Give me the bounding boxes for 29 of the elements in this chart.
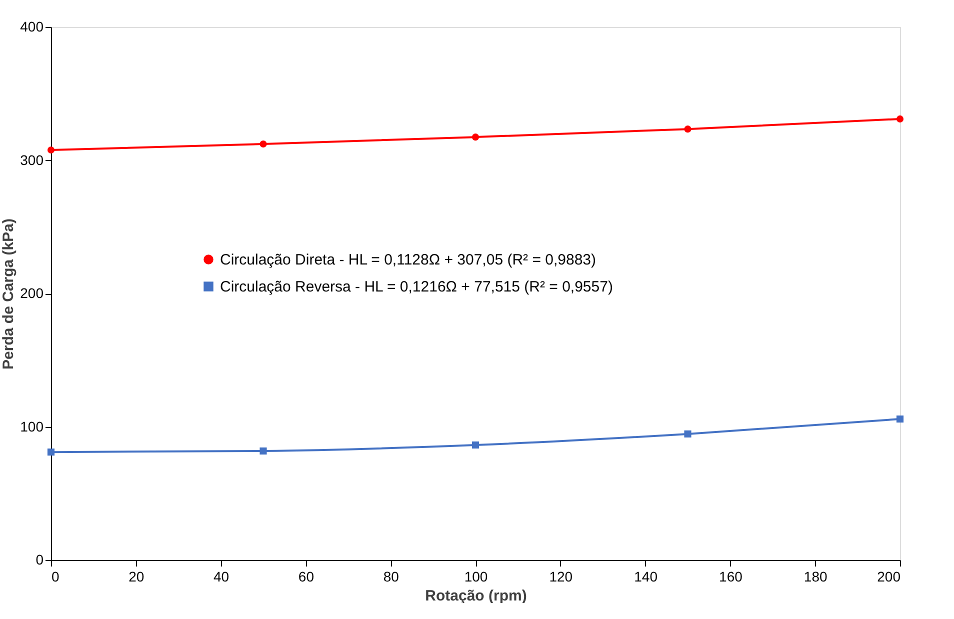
y-tick-label: 200 — [20, 285, 44, 301]
point — [472, 134, 480, 141]
y-tick-label: 0 — [36, 552, 44, 568]
point — [47, 448, 55, 456]
x-tick-label: 80 — [383, 568, 400, 584]
y-tick-label: 100 — [20, 418, 44, 434]
x-tick-label: 120 — [549, 568, 573, 584]
x-tick-label: 100 — [464, 568, 488, 584]
x-tick-label: 140 — [634, 568, 658, 584]
point — [684, 126, 692, 133]
point — [896, 115, 904, 122]
legend-label: Circulação Direta - HL = 0,1128Ω + 307,05 (R² = 0,9883) — [220, 252, 596, 268]
x-tick-label: 0 — [52, 568, 60, 584]
point — [472, 441, 480, 449]
point — [684, 430, 692, 438]
x-tick-label: 20 — [128, 568, 144, 584]
legend-label: Circulação Reversa - HL = 0,1216Ω + 77,515 (R² = 0,9557) — [220, 278, 613, 296]
point — [260, 140, 267, 148]
x-tick-label: 40 — [214, 568, 230, 584]
point — [47, 146, 55, 154]
x-tick-label: 160 — [719, 568, 743, 584]
x-tick-label: 60 — [298, 568, 314, 584]
point — [896, 415, 904, 423]
x-tick-label: 200 — [877, 568, 901, 584]
point — [260, 447, 267, 455]
y-tick-label: 400 — [20, 18, 44, 34]
y-tick-label: 300 — [20, 152, 44, 168]
y-axis-title: Perda de Carga (kPa) — [0, 218, 18, 370]
x-tick-label: 180 — [804, 568, 828, 584]
